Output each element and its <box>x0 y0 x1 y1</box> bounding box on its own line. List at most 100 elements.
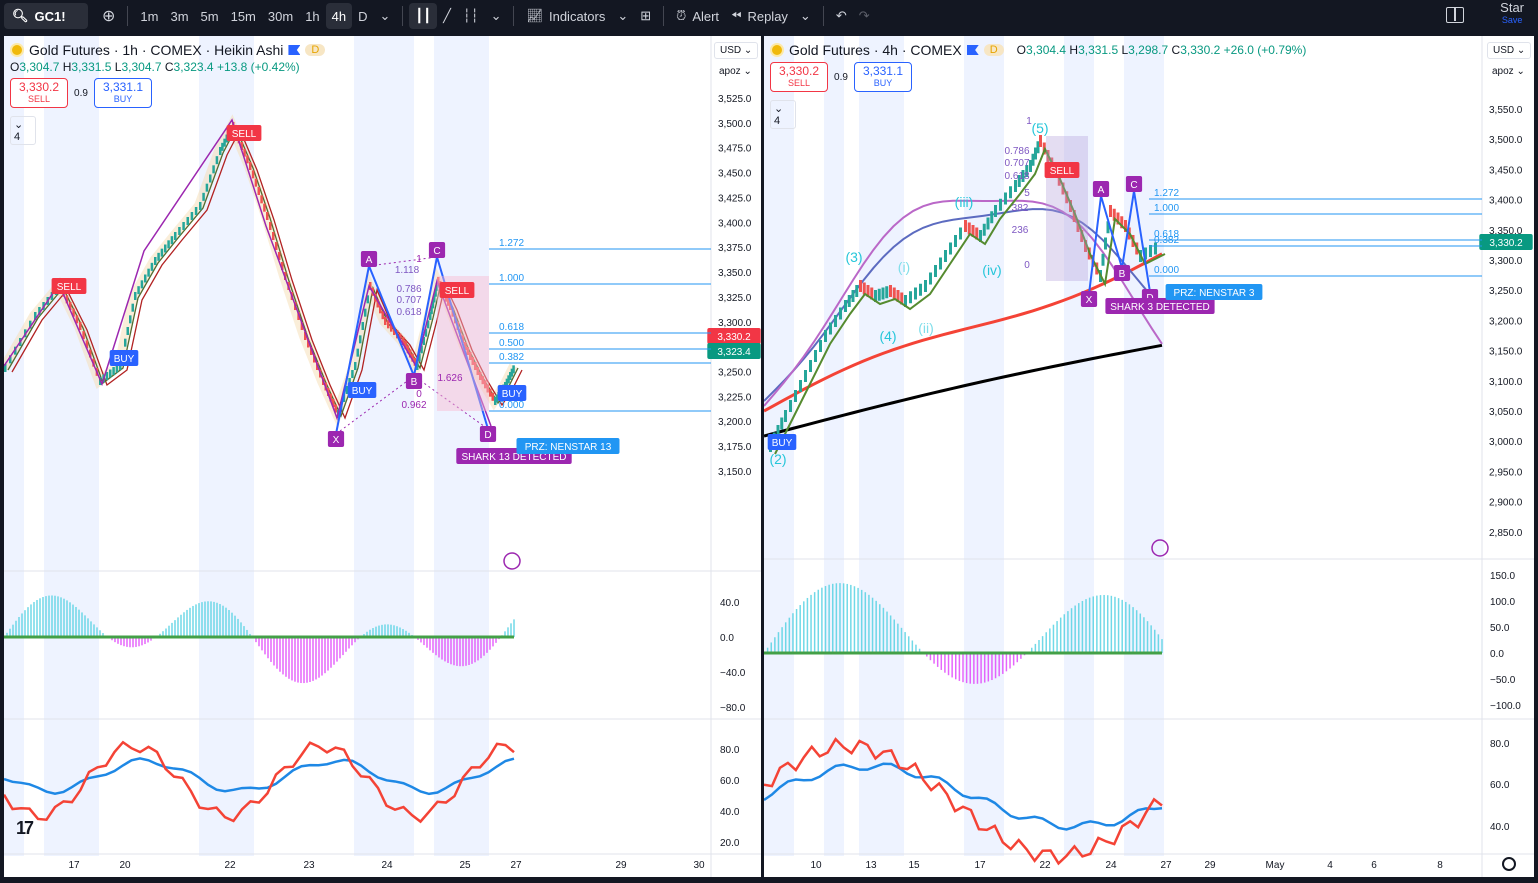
elliott-wave-label: (ii) <box>918 320 934 336</box>
undo-icon[interactable]: ↶ <box>835 8 847 23</box>
chart-canvas-right[interactable]: 3,550.0 3,500.0 3,450.0 3,400.0 3,350.0 3,300… <box>764 36 1534 877</box>
flag-icon[interactable] <box>966 45 979 55</box>
fib-top-label: 236 <box>1012 225 1029 236</box>
time-tick: 10 <box>810 860 822 871</box>
timeframe-5m[interactable]: 5m <box>200 8 219 24</box>
indicators-button[interactable]: 📈︎ Indicators <box>520 3 611 29</box>
currency-selector[interactable]: USD ⌄ <box>1487 42 1532 59</box>
candles-chart-type-icon[interactable]: ┃┃ <box>409 3 438 29</box>
fib-ratio: 0.707 <box>396 295 421 306</box>
fib-top-label: 382 <box>1012 203 1029 214</box>
candle <box>72 308 75 317</box>
scale-mode-selector[interactable]: apoz ⌄ <box>1487 64 1530 79</box>
rsi-line-blue <box>4 757 515 796</box>
buy-button[interactable]: 3,331.1 BUY <box>853 62 912 92</box>
buy-button[interactable]: 3,331.1 BUY <box>93 78 152 108</box>
redo-icon[interactable]: ↷ <box>858 8 870 23</box>
fib-top-label: 0.618 <box>1004 171 1029 182</box>
candle <box>221 142 224 151</box>
sell-label: SELL <box>28 94 51 104</box>
fib-zone <box>1046 136 1088 281</box>
rewind-icon: ⏪︎ <box>731 8 742 23</box>
scale-mode-selector[interactable]: apoz ⌄ <box>714 64 757 79</box>
indicators-chevron-down-icon[interactable]: ⌄ <box>617 8 629 23</box>
time-tick: 24 <box>1105 860 1117 871</box>
indicators-label: Indicators <box>548 8 606 24</box>
fib-label: 0.618 <box>1154 229 1179 240</box>
chart-canvas-left[interactable]: 3,525.0 3,500.0 3,475.0 3,450.0 3,425.0 3,400… <box>4 36 761 877</box>
sell-button[interactable]: 3,330.2 SELL <box>770 62 829 92</box>
candle <box>307 339 310 348</box>
indicator-count: 4 <box>14 131 21 143</box>
replay-button[interactable]: ⏪︎ Replay <box>725 3 794 29</box>
candle <box>209 174 212 183</box>
sell-price: 3,330.2 <box>19 80 60 94</box>
chart-type-chevron-down-icon[interactable]: ⌄ <box>490 8 502 23</box>
timeframe-1h[interactable]: 1h <box>305 8 320 24</box>
candle <box>464 342 467 350</box>
star-label: Star <box>1500 0 1524 15</box>
candle <box>266 212 269 220</box>
pattern-point-B-bg <box>405 373 423 389</box>
candle <box>461 335 464 344</box>
line-chart-type-icon[interactable]: ╱ <box>443 8 451 23</box>
fib-top-label: 1 <box>1026 116 1032 127</box>
candle <box>387 320 390 329</box>
fib-label: 0.500 <box>499 338 524 349</box>
spread-value: 0.9 <box>834 71 848 83</box>
layout-split-icon[interactable] <box>1446 7 1464 23</box>
price-tag-current: 3,330.2 <box>1489 238 1523 249</box>
price-tick: 3,000.0 <box>1489 437 1523 448</box>
candle <box>900 292 904 305</box>
candle <box>505 378 509 387</box>
rsi-tick: 80.0 <box>720 745 740 756</box>
timeframe-dropdown-chevron-down-icon[interactable]: ⌄ <box>379 8 391 23</box>
ma-line-red <box>11 128 523 420</box>
candle <box>310 347 313 355</box>
timeframe-3m[interactable]: 3m <box>170 8 189 24</box>
ohlc-change: +13.8 (+0.42%) <box>216 60 300 74</box>
elliott-wave-label: (i) <box>898 259 910 275</box>
templates-grid-icon[interactable]: ⊞ <box>640 8 652 23</box>
candle <box>50 292 54 300</box>
fib-ratio: 0.962 <box>401 400 426 411</box>
candle <box>376 299 379 308</box>
zigzag-line <box>4 118 492 427</box>
bars-chart-type-icon[interactable]: ┆┆ <box>462 8 479 23</box>
signal-sell-bg <box>226 125 262 141</box>
candle <box>804 370 807 382</box>
chart-panel-right[interactable]: 3,550.0 3,500.0 3,450.0 3,400.0 3,350.0 3,300… <box>764 36 1534 877</box>
timeframe-15m[interactable]: 15m <box>230 8 256 24</box>
candle <box>157 252 160 261</box>
elliott-wave-label: (3) <box>845 249 862 265</box>
candle <box>413 357 417 366</box>
compare-button[interactable]: ⊕ <box>102 8 116 25</box>
alert-button[interactable]: ⏰︎ Alert <box>670 3 725 29</box>
star-save-button[interactable]: Star Save <box>1500 0 1524 26</box>
timeframe-d[interactable]: D <box>358 8 368 24</box>
signal-buy-bg <box>347 382 377 398</box>
indicator-count-toggle[interactable]: ⌄ 4 <box>770 100 796 129</box>
replay-chevron-down-icon[interactable]: ⌄ <box>799 8 811 23</box>
indicator-count-toggle[interactable]: ⌄ 4 <box>10 116 36 145</box>
sell-button[interactable]: 3,330.2 SELL <box>10 78 69 108</box>
timeframe-30m[interactable]: 30m <box>267 8 294 24</box>
timeframe-4h[interactable]: 4h <box>325 3 353 29</box>
candle <box>466 347 469 355</box>
candle <box>999 198 1002 211</box>
timeframe-1m[interactable]: 1m <box>140 8 159 24</box>
symbol-search[interactable]: 🔍︎ GC1! <box>4 3 88 29</box>
candle <box>1009 186 1012 199</box>
candle <box>354 362 357 370</box>
signal-sell: SELL <box>445 286 470 297</box>
candle <box>278 252 281 260</box>
candle <box>474 362 477 370</box>
currency-selector[interactable]: USD ⌄ <box>714 42 759 59</box>
candle <box>1104 237 1107 250</box>
signal-sell-bg <box>51 278 87 294</box>
chart-panel-left[interactable]: 3,525.0 3,500.0 3,475.0 3,450.0 3,425.0 3,400… <box>4 36 761 877</box>
chart-title: Gold Futures · 4h · COMEX <box>789 42 962 58</box>
gear-icon[interactable] <box>1502 857 1516 871</box>
pattern-point-A-bg <box>1092 181 1110 197</box>
flag-icon[interactable] <box>288 45 301 55</box>
